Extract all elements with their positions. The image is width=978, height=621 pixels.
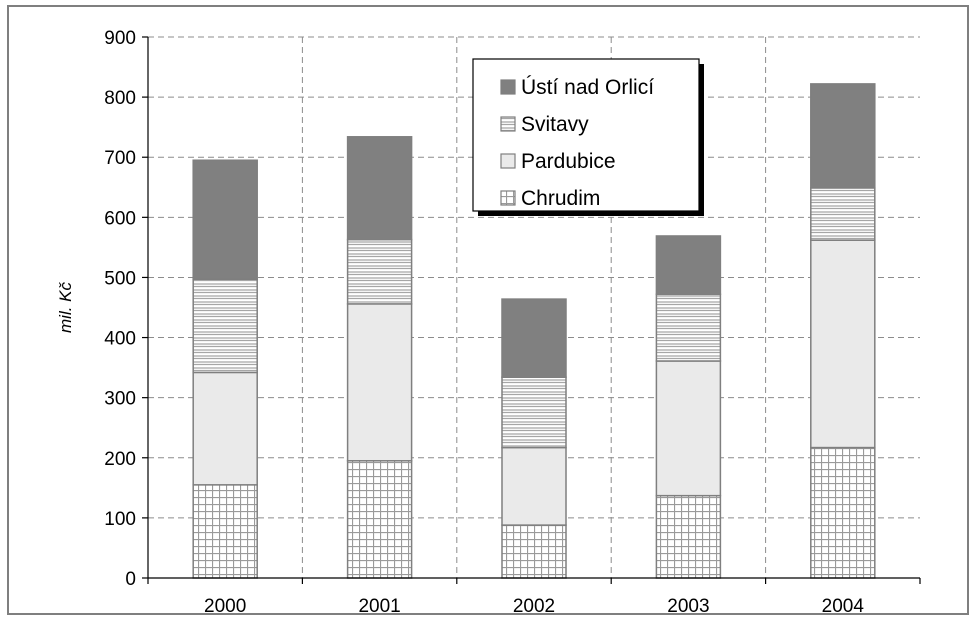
legend: Ústí nad Orlicí Svitavy Pardubice Chrudim <box>472 58 704 216</box>
bar-2002-chrudim <box>501 524 567 579</box>
bar-2001-svitavy <box>346 238 413 305</box>
y-axis-title: mil. Kč <box>56 282 75 334</box>
y-tick-label-300: 300 <box>104 389 136 410</box>
bar-2004-chrudim <box>810 446 876 579</box>
bar-2003-svitavy <box>655 293 722 362</box>
y-tick-label-0: 0 <box>125 569 136 590</box>
bar-2002-pardubice <box>501 446 567 526</box>
bar-2003-pardubice <box>655 360 722 497</box>
axes-layer: 0 100 200 300 400 500 600 700 800 900 2000 2001 2002… <box>56 28 921 617</box>
x-tick-label-2003: 2003 <box>667 596 709 613</box>
legend-label-pardubice: Pardubice <box>521 150 616 173</box>
y-tick-label-200: 200 <box>104 449 136 470</box>
bar-2003-usti-nad-orlici <box>655 235 722 296</box>
bar-2004-pardubice <box>810 239 876 449</box>
chart-frame: 0 100 200 300 400 500 600 700 800 900 2000 2001 2002… <box>7 5 969 617</box>
bar-2001-usti-nad-orlici <box>346 136 413 241</box>
x-tick-label-2000: 2000 <box>204 596 246 613</box>
x-tick-label-2004: 2004 <box>822 596 865 613</box>
bar-2000-usti-nad-orlici <box>192 159 258 280</box>
bar-2004-usti-nad-orlici <box>810 83 876 189</box>
legend-label-chrudim: Chrudim <box>521 187 600 210</box>
bar-2002-svitavy <box>501 376 567 449</box>
bar-2000-svitavy <box>192 278 258 374</box>
y-tick-label-600: 600 <box>104 208 136 229</box>
bar-2004-svitavy <box>810 187 876 241</box>
legend-swatch-chrudim <box>500 190 516 206</box>
y-tick-label-800: 800 <box>104 88 136 109</box>
chart-svg: 0 100 200 300 400 500 600 700 800 900 2000 2001 2002… <box>56 28 921 617</box>
x-tick-label-2001: 2001 <box>358 596 400 613</box>
legend-label-svitavy: Svitavy <box>521 113 589 136</box>
bars-layer <box>192 83 876 579</box>
bar-2003-chrudim <box>655 494 722 579</box>
y-tick-label-900: 900 <box>104 28 136 49</box>
y-tick-label-400: 400 <box>104 329 136 350</box>
y-tick-label-700: 700 <box>104 148 136 169</box>
bar-2000-chrudim <box>192 484 258 579</box>
bar-2002-usti-nad-orlici <box>501 298 567 378</box>
legend-swatch-pardubice <box>500 153 516 169</box>
bar-2000-pardubice <box>192 371 258 486</box>
legend-swatch-usti-nad-orlici <box>500 79 516 95</box>
bar-2001-pardubice <box>346 303 413 462</box>
legend-label-usti-nad-orlici: Ústí nad Orlicí <box>521 76 654 99</box>
y-tick-label-500: 500 <box>104 268 136 289</box>
y-tick-label-100: 100 <box>104 509 136 530</box>
x-tick-label-2002: 2002 <box>513 596 555 613</box>
bar-2001-chrudim <box>346 460 413 579</box>
legend-swatch-svitavy <box>500 116 516 132</box>
